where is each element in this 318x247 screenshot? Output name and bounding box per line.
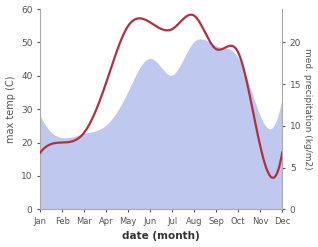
Y-axis label: med. precipitation (kg/m2): med. precipitation (kg/m2) [303,48,313,170]
X-axis label: date (month): date (month) [122,231,200,242]
Y-axis label: max temp (C): max temp (C) [5,75,16,143]
